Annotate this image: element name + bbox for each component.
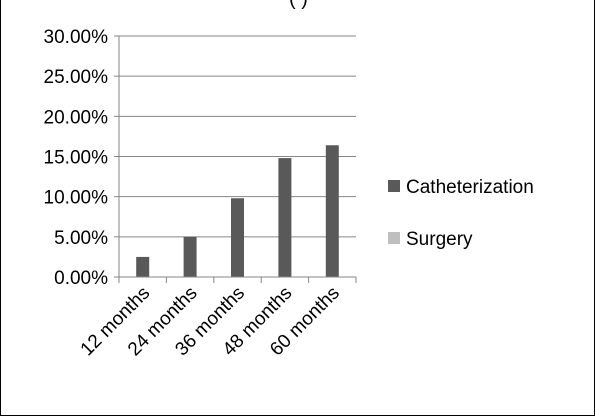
legend-swatch-surgery	[388, 232, 400, 244]
bar-catheterization	[278, 158, 292, 277]
y-tick-label: 5.00%	[54, 228, 108, 249]
y-tick-label: 30.00%	[44, 27, 109, 48]
bar-catheterization	[325, 145, 339, 277]
y-tick-label: 20.00%	[44, 107, 109, 128]
y-tick-label: 15.00%	[44, 148, 109, 169]
bar-catheterization	[183, 236, 197, 277]
bar-catheterization	[136, 256, 150, 277]
legend: Catheterization Surgery	[388, 177, 534, 250]
y-tick-label: 10.00%	[44, 188, 109, 209]
chart-title-partial: ( )	[1, 0, 595, 11]
x-axis	[118, 36, 357, 283]
legend-label-surgery: Surgery	[406, 229, 473, 250]
legend-label-catheterization: Catheterization	[406, 177, 534, 198]
gridlines	[114, 35, 356, 278]
bars	[136, 145, 339, 277]
y-axis-tick-labels: 0.00% 5.00% 10.00% 15.00% 20.00% 25.00% 30.00%	[44, 27, 109, 289]
bar-catheterization	[231, 198, 244, 277]
y-tick-label: 0.00%	[54, 268, 108, 289]
y-tick-label: 25.00%	[44, 67, 109, 88]
legend-swatch-catheterization	[388, 180, 400, 192]
